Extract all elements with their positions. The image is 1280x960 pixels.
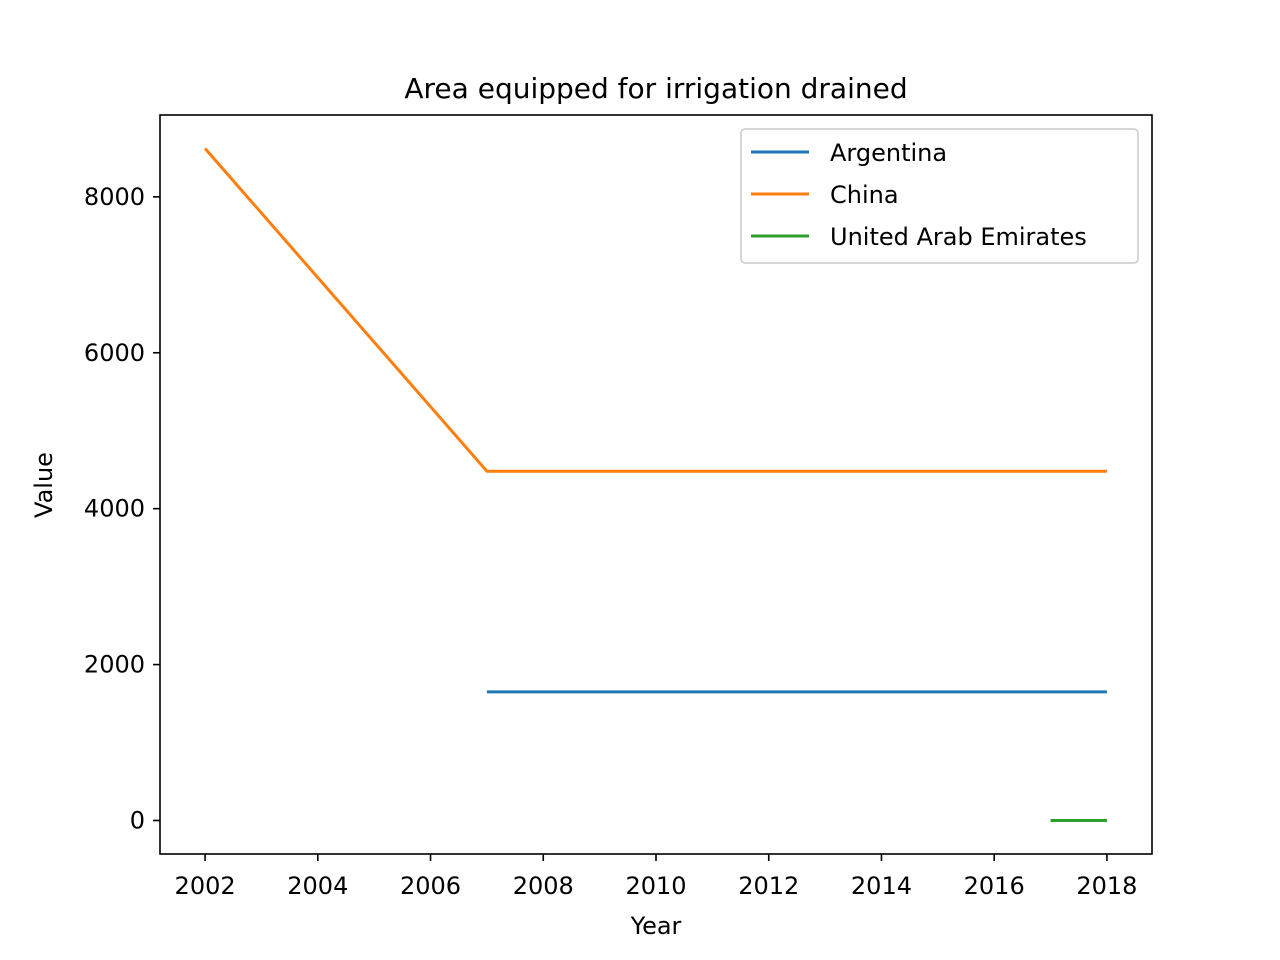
y-axis-label: Value — [30, 452, 58, 518]
legend-label: United Arab Emirates — [830, 223, 1087, 251]
x-tick-label: 2004 — [287, 872, 348, 900]
series-layer — [203, 147, 1107, 822]
x-tick-label: 2014 — [851, 872, 912, 900]
x-tick-label: 2016 — [964, 872, 1025, 900]
chart-title: Area equipped for irrigation drained — [404, 72, 907, 105]
y-tick-label: 8000 — [84, 183, 145, 211]
x-tick-label: 2012 — [738, 872, 799, 900]
legend: Argentina China United Arab Emirates — [740, 128, 1139, 264]
y-tick-label: 0 — [130, 806, 145, 834]
legend-label: Argentina — [830, 139, 947, 167]
y-tick-label: 6000 — [84, 339, 145, 367]
x-tick-label: 2018 — [1076, 872, 1137, 900]
legend-label: China — [830, 181, 899, 209]
x-tick-label: 2006 — [400, 872, 461, 900]
x-axis: 2002 2004 2006 2008 2010 2012 2014 2016 2018 — [175, 854, 1137, 900]
series-line-china — [203, 147, 1107, 473]
legend-frame — [740, 128, 1139, 264]
y-tick-label: 4000 — [84, 495, 145, 523]
x-tick-label: 2010 — [625, 872, 686, 900]
x-axis-label: Year — [630, 912, 682, 940]
x-tick-label: 2008 — [513, 872, 574, 900]
y-axis: 0 2000 4000 6000 8000 — [84, 183, 160, 834]
y-tick-label: 2000 — [84, 651, 145, 679]
x-tick-label: 2002 — [175, 872, 236, 900]
